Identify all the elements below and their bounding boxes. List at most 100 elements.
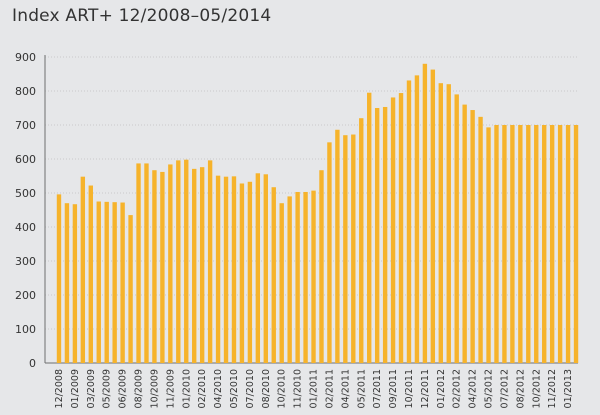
bar [120, 202, 125, 363]
x-tick-label: 05/2012 [484, 369, 495, 408]
bar [486, 127, 491, 363]
bar [144, 163, 149, 363]
bar [557, 125, 563, 363]
x-tick-label: 08/2009 [134, 369, 145, 408]
x-tick-label: 04/2010 [213, 369, 224, 408]
bar [518, 125, 523, 363]
y-tick-label: 300 [15, 255, 36, 268]
bar [359, 118, 364, 363]
bar [303, 191, 308, 363]
bar [271, 187, 276, 363]
bar [502, 125, 507, 363]
bar [327, 142, 332, 363]
x-tick-label: 02/2011 [324, 369, 335, 408]
bar [542, 125, 547, 363]
bar [430, 69, 436, 363]
bar [152, 170, 157, 363]
y-tick-label: 900 [15, 51, 36, 64]
bar [478, 116, 483, 363]
x-tick-label: 10/2009 [149, 369, 160, 408]
bar [199, 167, 205, 363]
x-tick-label: 07/2010 [245, 369, 256, 408]
bar [526, 125, 531, 363]
x-tick-label: 11/2009 [165, 369, 176, 408]
x-tick-label: 05/2009 [102, 369, 113, 408]
y-tick-label: 100 [15, 323, 36, 336]
bar [112, 202, 117, 363]
bar [192, 168, 197, 363]
bar [255, 173, 261, 363]
x-tick-label: 07/2012 [499, 369, 510, 408]
bar [263, 174, 268, 363]
x-tick-label: 01/2013 [563, 369, 574, 408]
bar [247, 181, 253, 363]
bar [549, 125, 555, 363]
x-tick-label: 11/2012 [547, 369, 558, 408]
bar [184, 159, 189, 363]
y-tick-label: 600 [15, 153, 36, 166]
bar [88, 185, 93, 363]
x-tick-label: 08/2012 [515, 369, 526, 408]
bar [573, 125, 579, 363]
x-tick-label: 10/2012 [531, 369, 542, 408]
bar [168, 164, 173, 363]
bar [454, 94, 459, 364]
x-tick-label: 01/2012 [436, 369, 447, 408]
x-tick-label: 09/2011 [388, 369, 399, 408]
bar [422, 63, 428, 364]
bar [128, 215, 133, 363]
x-tick-label: 06/2009 [118, 369, 129, 408]
x-tick-label: 07/2011 [372, 369, 383, 408]
bar [279, 203, 284, 363]
x-tick-label: 12/2008 [54, 369, 65, 408]
x-tick-label: 04/2011 [340, 369, 351, 408]
bar [104, 201, 109, 363]
y-tick-label: 200 [15, 289, 36, 302]
bar [565, 125, 571, 363]
bar [367, 92, 372, 363]
bar [295, 191, 300, 363]
bar [446, 84, 451, 363]
y-tick-label: 800 [15, 85, 36, 98]
bar [335, 129, 340, 363]
bar [176, 160, 181, 363]
y-tick-label: 700 [15, 119, 36, 132]
bar [390, 97, 396, 364]
y-tick-label: 500 [15, 187, 36, 200]
bar [343, 135, 348, 363]
x-tick-label: 10/2010 [277, 369, 288, 408]
bar [207, 160, 213, 363]
bar [287, 196, 292, 363]
bar [311, 190, 316, 363]
bar [319, 170, 324, 363]
x-tick-label: 08/2010 [261, 369, 272, 408]
bar [494, 125, 499, 363]
bar [351, 134, 356, 363]
bar [223, 176, 229, 363]
y-tick-label: 0 [29, 357, 36, 370]
x-tick-label: 02/2012 [452, 369, 463, 408]
bar [72, 204, 78, 363]
chart-title: Index ART+ 12/2008–05/2014 [12, 6, 272, 26]
bar [510, 125, 515, 363]
y-tick-label: 400 [15, 221, 36, 234]
x-tick-label: 02/2010 [197, 369, 208, 408]
x-tick-label: 05/2010 [229, 369, 240, 408]
bar [80, 176, 86, 363]
bar [374, 108, 380, 363]
bar [382, 106, 388, 363]
x-tick-label: 10/2011 [404, 369, 415, 408]
bar [215, 175, 221, 363]
x-tick-label: 01/2010 [181, 369, 192, 408]
x-tick-label: 12/2011 [420, 369, 431, 408]
x-tick-label: 11/2010 [293, 369, 304, 408]
bar [136, 163, 141, 363]
x-tick-label: 05/2011 [356, 369, 367, 408]
bar [398, 93, 404, 363]
x-tick-label: 04/2012 [468, 369, 479, 408]
bar [438, 83, 443, 364]
bar [64, 203, 70, 363]
x-tick-label: 01/2011 [309, 369, 320, 408]
